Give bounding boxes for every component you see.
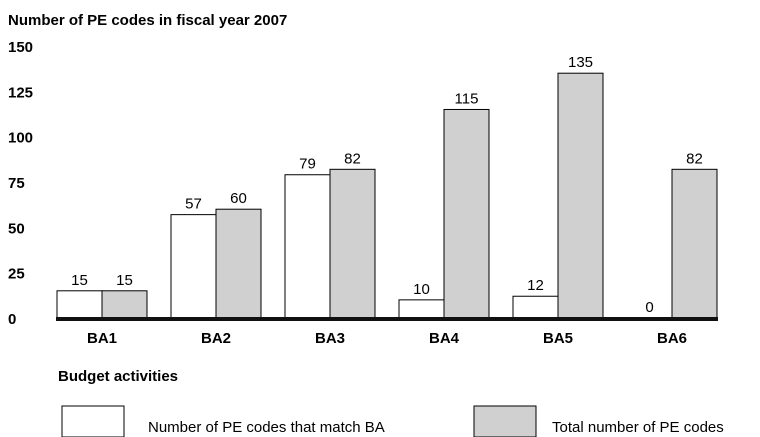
x-category-label: BA1 (87, 330, 117, 347)
y-tick-label: 50 (8, 220, 25, 237)
bar-value-label: 82 (686, 150, 703, 167)
legend-swatch-match (61, 405, 125, 437)
bar-value-label: 79 (299, 156, 316, 173)
legend-label-total: Total number of PE codes (552, 419, 724, 436)
bar (284, 174, 331, 319)
x-category-label: BA5 (543, 330, 573, 347)
bar-value-label: 10 (413, 281, 430, 298)
x-category-label: BA2 (201, 330, 231, 347)
bar (557, 72, 604, 319)
x-axis-categories: BA1 BA2 BA3 BA4 BA5 BA6 (87, 330, 687, 347)
x-category-label: BA6 (657, 330, 687, 347)
y-tick-label: 75 (8, 175, 25, 192)
x-category-label: BA4 (429, 330, 460, 347)
bar (56, 290, 103, 319)
bars: 15 15 57 60 79 82 10 115 12 135 0 82 (56, 54, 718, 319)
bar (443, 108, 490, 319)
bar (215, 208, 262, 319)
legend-label-match: Number of PE codes that match BA (148, 419, 385, 436)
bar-value-label: 12 (527, 277, 544, 294)
bar-value-label: 15 (116, 272, 133, 289)
x-category-label: BA3 (315, 330, 345, 347)
bar (101, 290, 148, 319)
bar-value-label: 135 (568, 54, 593, 71)
bar-value-label: 115 (455, 90, 479, 107)
bar-value-label: 60 (230, 190, 247, 207)
y-tick-label: 25 (8, 266, 25, 283)
y-axis-ticks: 150 125 100 75 50 25 0 (8, 39, 33, 328)
bar-value-label: 15 (71, 272, 88, 289)
y-tick-label: 125 (8, 84, 33, 101)
y-tick-label: 150 (8, 39, 33, 56)
y-tick-label: 0 (8, 311, 16, 328)
legend-swatch-total (473, 405, 537, 437)
bar (398, 299, 445, 319)
x-axis-title: Budget activities (58, 368, 178, 385)
bar (671, 168, 718, 319)
y-axis-title: Number of PE codes in fiscal year 2007 (8, 12, 287, 29)
bar (170, 214, 217, 319)
bar-value-label: 0 (645, 299, 653, 316)
bar-value-label: 82 (344, 150, 361, 167)
y-tick-label: 100 (8, 130, 33, 147)
bar (329, 168, 376, 319)
legend: Number of PE codes that match BA Total n… (61, 405, 724, 437)
bar (512, 295, 559, 319)
bar-value-label: 57 (185, 196, 202, 213)
